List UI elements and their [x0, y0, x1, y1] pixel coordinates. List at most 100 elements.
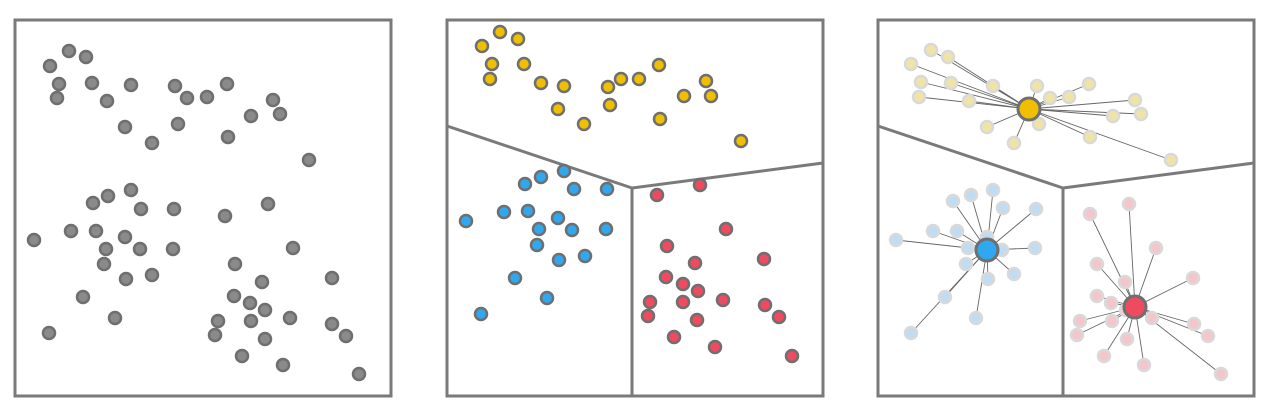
cluster-blue-member — [980, 271, 996, 287]
cluster-yellow-member — [923, 42, 939, 58]
raw-point — [324, 270, 340, 286]
point-cluster-red — [649, 187, 665, 203]
cluster-boundary — [877, 124, 1064, 190]
point-cluster-yellow — [482, 71, 498, 87]
cluster-red-member — [1096, 348, 1112, 364]
cluster-red-member — [1082, 206, 1098, 222]
raw-point — [41, 325, 57, 341]
point-cluster-yellow — [613, 71, 629, 87]
point-cluster-yellow — [533, 75, 549, 91]
cluster-red-member — [1104, 313, 1120, 329]
raw-point — [132, 241, 148, 257]
point-cluster-yellow — [474, 38, 490, 54]
raw-point — [100, 188, 116, 204]
raw-point — [144, 267, 160, 283]
point-cluster-red — [784, 348, 800, 364]
raw-point — [338, 328, 354, 344]
point-cluster-red — [757, 297, 773, 313]
cluster-red-member — [1136, 357, 1152, 373]
point-cluster-blue — [551, 252, 567, 268]
raw-point — [84, 75, 100, 91]
point-cluster-yellow — [550, 101, 566, 117]
point-cluster-yellow — [600, 79, 616, 95]
point-cluster-blue — [531, 221, 547, 237]
raw-point — [324, 316, 340, 332]
point-cluster-red — [756, 251, 772, 267]
cluster-blue-member — [968, 310, 984, 326]
point-cluster-blue — [599, 181, 615, 197]
cluster-yellow-member — [979, 119, 995, 135]
point-cluster-yellow — [484, 56, 500, 72]
point-cluster-yellow — [703, 88, 719, 104]
point-cluster-blue — [520, 203, 536, 219]
cluster-blue-member — [1006, 266, 1022, 282]
point-cluster-blue — [517, 176, 533, 192]
cluster-red-member — [1185, 270, 1201, 286]
panel-centroids — [876, 18, 1256, 398]
raw-point — [63, 223, 79, 239]
point-cluster-red — [689, 312, 705, 328]
cluster-yellow-member — [940, 49, 956, 65]
cluster-yellow-member — [913, 74, 929, 90]
point-cluster-blue — [577, 248, 593, 264]
point-cluster-yellow — [510, 31, 526, 47]
centroid-link — [1128, 203, 1136, 308]
raw-point — [179, 90, 195, 106]
cluster-yellow-member — [1163, 152, 1179, 168]
cluster-red-member — [1144, 310, 1160, 326]
cluster-red-member — [1148, 240, 1164, 256]
cluster-yellow-member — [1061, 89, 1077, 105]
cluster-yellow-member — [1133, 106, 1149, 122]
raw-point — [301, 152, 317, 168]
cluster-red-member — [1200, 328, 1216, 344]
cluster-boundary — [631, 161, 824, 190]
point-cluster-blue — [556, 163, 572, 179]
raw-point — [217, 208, 233, 224]
panel-raw-points — [13, 18, 393, 398]
point-cluster-blue — [566, 181, 582, 197]
cluster-blue-member — [958, 256, 974, 272]
raw-point — [167, 78, 183, 94]
cluster-blue-member — [925, 223, 941, 239]
point-cluster-yellow — [631, 71, 647, 87]
centroid-link — [1134, 306, 1209, 337]
point-cluster-red — [675, 276, 691, 292]
centroid-link — [1089, 213, 1136, 308]
raw-point — [227, 256, 243, 272]
cluster-yellow-centroid — [1016, 96, 1042, 122]
cluster-red-member — [1103, 295, 1119, 311]
raw-point — [242, 295, 258, 311]
cluster-red-member — [1072, 313, 1088, 329]
raw-point — [42, 58, 58, 74]
raw-point — [144, 135, 160, 151]
point-cluster-red — [715, 292, 731, 308]
cluster-yellow-member — [1105, 108, 1121, 124]
raw-point — [199, 89, 215, 105]
point-cluster-yellow — [492, 24, 508, 40]
point-cluster-blue — [529, 237, 545, 253]
cluster-yellow-member — [961, 93, 977, 109]
centroid-link — [910, 63, 1030, 110]
cluster-blue-centroid — [974, 237, 1000, 263]
point-cluster-blue — [564, 222, 580, 238]
point-cluster-blue — [533, 169, 549, 185]
raw-point — [117, 119, 133, 135]
raw-point — [26, 232, 42, 248]
cluster-red-member — [1117, 274, 1133, 290]
cluster-yellow-member — [903, 56, 919, 72]
cluster-yellow-member — [1029, 78, 1045, 94]
raw-point — [243, 313, 259, 329]
raw-point — [61, 43, 77, 59]
point-cluster-yellow — [733, 133, 749, 149]
cluster-yellow-member — [1081, 76, 1097, 92]
raw-point — [219, 76, 235, 92]
point-cluster-blue — [507, 270, 523, 286]
raw-point — [51, 76, 67, 92]
cluster-blue-member — [903, 325, 919, 341]
raw-point — [207, 327, 223, 343]
cluster-yellow-member — [985, 78, 1001, 94]
cluster-blue-member — [960, 240, 976, 256]
point-cluster-yellow — [516, 56, 532, 72]
raw-point — [285, 240, 301, 256]
raw-point — [133, 201, 149, 217]
